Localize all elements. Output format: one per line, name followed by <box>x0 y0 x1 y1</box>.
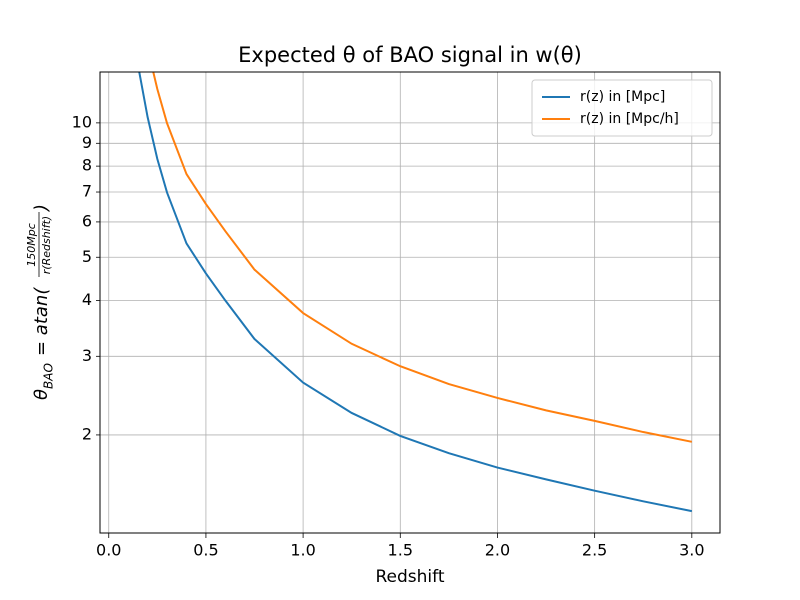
x-tick-label: 3.0 <box>679 541 704 560</box>
y-tick-label: 5 <box>82 247 92 266</box>
line <box>152 72 693 443</box>
legend-box <box>531 79 713 137</box>
y-tick-label: 10 <box>72 112 92 131</box>
y-label-sub: BAO <box>42 363 56 389</box>
series-group <box>138 72 693 513</box>
legend-label: r(z) in [Mpc] <box>580 89 665 105</box>
y-label-num: 150Mpc <box>25 223 38 267</box>
y-tick-label: 4 <box>82 290 92 309</box>
y-label-theta: θ <box>31 389 52 400</box>
legend-label: r(z) in [Mpc/h] <box>580 111 679 127</box>
y-tick-label: 2 <box>82 424 92 443</box>
y-label-eq: = atan( <box>31 287 52 356</box>
plot-frame <box>99 71 721 534</box>
x-tick-label: 0.5 <box>193 541 218 560</box>
line <box>138 72 693 513</box>
series-group <box>152 72 693 443</box>
x-tick-label: 2.0 <box>485 541 510 560</box>
y-tick-label: 9 <box>82 133 92 152</box>
y-label-close: ) <box>31 204 52 213</box>
y-tick-label: 6 <box>82 211 92 230</box>
x-tick-label: 0.0 <box>96 541 121 560</box>
x-axis-label: Redshift <box>375 567 444 587</box>
y-axis-label: θ BAO = atan( 150Mpc r(Redshift) ) <box>25 204 56 400</box>
x-tick-label: 1.5 <box>388 541 413 560</box>
chart-title: Expected θ of BAO signal in w(θ) <box>238 43 582 67</box>
y-tick-label: 3 <box>82 346 92 365</box>
y-label-den: r(Redshift) <box>40 216 53 274</box>
y-tick-label: 8 <box>82 156 92 175</box>
x-tick-label: 1.0 <box>290 541 315 560</box>
legend: r(z) in [Mpc] r(z) in [Mpc/h] <box>531 79 713 137</box>
x-tick-label: 2.5 <box>582 541 607 560</box>
y-tick-label: 7 <box>82 182 92 201</box>
